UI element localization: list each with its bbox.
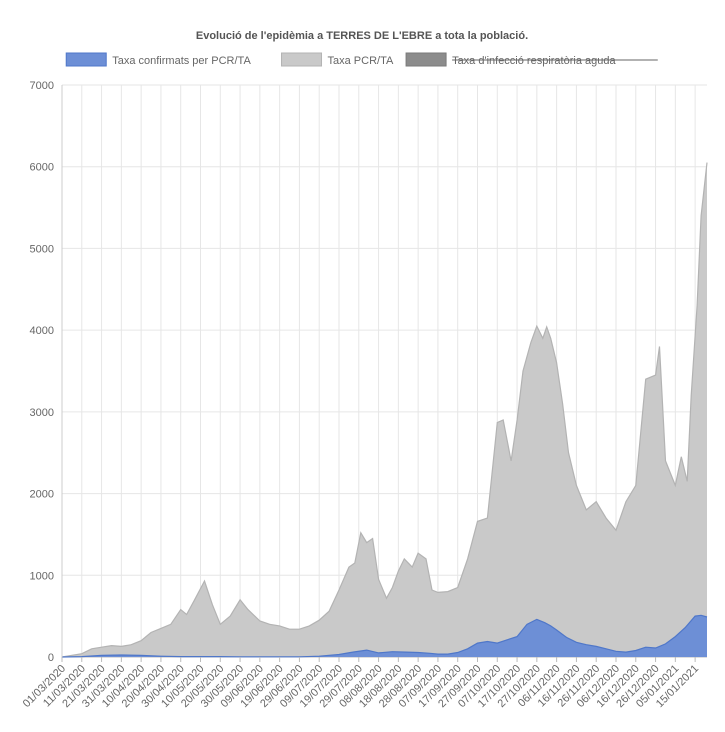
legend-item-2[interactable]: Taxa d'infecció respiratòria aguda (405, 52, 658, 67)
y-tick-label: 5000 (30, 243, 54, 255)
chart-title: Evolució de l'epidèmia a TERRES DE L'EBR… (196, 30, 528, 42)
plot-areas (61, 162, 708, 658)
y-tick-label: 3000 (30, 407, 54, 419)
y-tick-label: 0 (48, 652, 54, 664)
legend: Taxa confirmats per PCR/TA Taxa PCR/TA Tax… (65, 52, 658, 67)
series-line-0 (61, 614, 708, 658)
series-area-0 (62, 615, 707, 657)
legend-swatch (405, 52, 447, 67)
legend-label: Taxa PCR/TA (328, 55, 394, 67)
legend-label: Taxa d'infecció respiratòria aguda (452, 55, 616, 67)
series-line-1 (61, 162, 708, 658)
legend-item-1[interactable]: Taxa PCR/TA (281, 52, 394, 67)
y-tick-label: 1000 (30, 570, 54, 582)
y-tick-label: 7000 (30, 80, 54, 92)
legend-item-0[interactable]: Taxa confirmats per PCR/TA (65, 52, 251, 67)
y-tick-label: 6000 (30, 162, 54, 174)
legend-label: Taxa confirmats per PCR/TA (112, 55, 251, 67)
legend-swatch (281, 52, 323, 67)
y-tick-label: 4000 (30, 325, 54, 337)
legend-swatch (65, 52, 107, 67)
y-tick-label: 2000 (30, 489, 54, 501)
series-area-1 (62, 162, 707, 657)
